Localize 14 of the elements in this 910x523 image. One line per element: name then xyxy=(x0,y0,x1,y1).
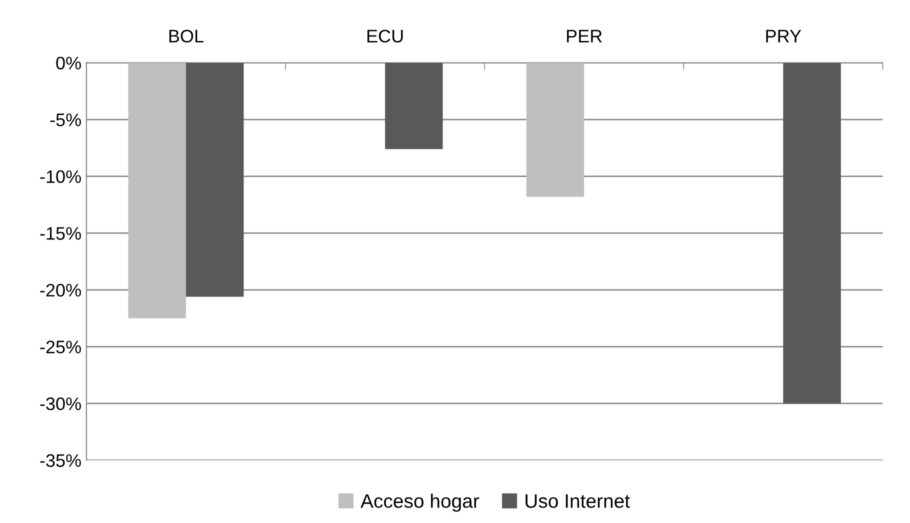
y-tick-label: -15% xyxy=(40,227,81,240)
x-tick-label: PER xyxy=(567,30,602,42)
y-tick-label: -20% xyxy=(40,284,81,297)
x-tick-label: PRY xyxy=(766,30,802,42)
y-tick-label: -35% xyxy=(40,454,81,467)
x-tick-label: BOL xyxy=(169,30,204,43)
y-tick-label: -10% xyxy=(40,170,81,184)
x-tick-label: ECU xyxy=(367,30,403,43)
y-tick-label: -5% xyxy=(50,114,81,126)
y-tick-label: -30% xyxy=(40,397,81,410)
y-tick-label: -25% xyxy=(40,340,81,354)
legend-label: Uso Internet xyxy=(526,494,630,508)
y-tick-label: 0% xyxy=(56,56,81,70)
legend-label: Acceso hogar xyxy=(360,494,480,512)
